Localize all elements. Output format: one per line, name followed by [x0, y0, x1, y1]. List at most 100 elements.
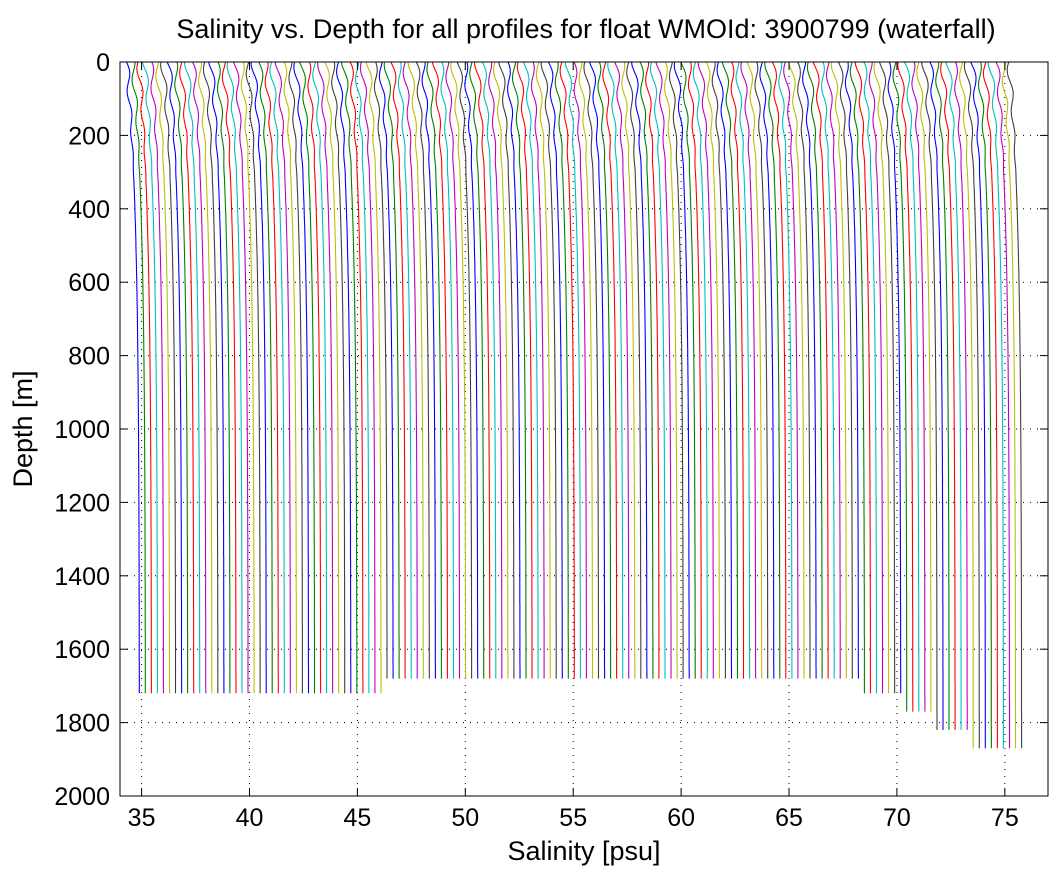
profile-line	[131, 61, 146, 694]
profile-line	[673, 61, 690, 679]
profile-line	[307, 61, 322, 694]
y-tick-label: 1600	[54, 636, 110, 664]
profile-line	[155, 61, 171, 694]
profile-line	[312, 61, 328, 694]
y-axis-label: Depth [m]	[8, 370, 38, 487]
profile-line	[887, 61, 902, 694]
profile-line	[621, 61, 636, 679]
chart-title: Salinity vs. Depth for all profiles for …	[176, 14, 995, 44]
profile-line	[445, 61, 461, 679]
profile-line	[498, 61, 515, 679]
profile-line	[821, 61, 835, 679]
profile-line	[264, 61, 279, 694]
profile-line	[614, 61, 630, 679]
profile-line	[464, 61, 479, 679]
profile-line	[935, 61, 950, 730]
profile-line	[354, 61, 370, 694]
profile-line	[797, 61, 811, 679]
profile-line	[583, 61, 600, 679]
profile-line	[136, 61, 152, 694]
profile-line	[141, 61, 158, 694]
profile-line	[431, 61, 448, 679]
profile-line	[511, 61, 527, 679]
profile-line	[778, 61, 793, 679]
profile-line	[274, 61, 291, 694]
x-tick-label: 70	[883, 804, 911, 832]
profile-line	[397, 61, 412, 679]
profile-line	[331, 61, 346, 694]
y-tick-label: 1000	[54, 416, 110, 444]
profile-line	[854, 61, 872, 694]
profile-line	[711, 61, 726, 679]
profile-line	[754, 61, 769, 679]
profile-line	[473, 61, 491, 679]
x-axis-ticks: 35 40 45 50 55 60 65 70 75	[128, 62, 1019, 832]
profile-line	[945, 61, 962, 730]
profile-line	[911, 61, 926, 712]
profile-line	[668, 61, 684, 679]
profile-line	[982, 61, 998, 749]
profile-line	[788, 61, 805, 679]
profile-line	[216, 61, 231, 694]
profile-line	[258, 61, 273, 694]
profile-line	[783, 61, 799, 679]
profile-line	[492, 61, 509, 679]
profile-line	[288, 61, 303, 694]
profile-line	[269, 61, 285, 694]
profile-line	[365, 61, 382, 694]
y-axis-ticks: 0 200 400 600 800 1000 1200 1400 1600 1800 2000	[54, 49, 1048, 811]
profile-line	[680, 61, 696, 679]
profile-line	[174, 61, 189, 694]
y-tick-label: 0	[96, 49, 110, 77]
profile-line	[963, 61, 980, 749]
y-tick-label: 800	[68, 343, 110, 371]
x-tick-label: 75	[991, 804, 1019, 832]
profile-line	[488, 62, 503, 679]
profile-line	[602, 61, 618, 679]
profile-line	[573, 61, 587, 679]
profile-line	[940, 61, 956, 730]
profile-line	[830, 62, 847, 679]
profile-line	[705, 61, 720, 679]
profile-line	[697, 61, 714, 679]
x-tick-label: 35	[128, 804, 156, 832]
profile-line	[554, 61, 569, 679]
profile-line	[450, 61, 467, 679]
profile-line	[179, 61, 195, 694]
profile-line	[645, 61, 660, 679]
profile-line	[716, 61, 733, 679]
profile-line	[221, 61, 237, 694]
x-axis-label: Salinity [psu]	[507, 836, 660, 866]
profile-line	[630, 61, 648, 679]
profile-line	[402, 61, 418, 679]
x-tick-label: 60	[667, 804, 695, 832]
profile-line	[198, 61, 213, 694]
profile-line	[293, 61, 310, 694]
profile-line	[421, 61, 436, 679]
profile-line	[977, 61, 992, 749]
profile-line	[535, 61, 551, 679]
profile-line	[740, 61, 757, 679]
profile-line	[245, 61, 261, 694]
profile-line	[987, 61, 1004, 749]
profile-line	[844, 61, 859, 679]
profile-line	[687, 61, 702, 679]
profile-line	[226, 61, 243, 694]
profile-line	[764, 61, 781, 679]
x-tick-label: 50	[451, 804, 479, 832]
profile-line	[383, 61, 400, 679]
y-tick-label: 1800	[54, 710, 110, 738]
profile-line	[878, 61, 896, 694]
profile-line	[759, 61, 775, 679]
profile-line	[639, 61, 654, 679]
profile-line	[240, 61, 255, 694]
profile-line	[340, 61, 358, 694]
profile-line	[597, 61, 612, 679]
profile-line	[232, 61, 249, 694]
profile-line	[426, 61, 442, 679]
x-tick-label: 40	[236, 804, 264, 832]
profile-line	[208, 61, 225, 694]
profile-line	[892, 61, 908, 712]
profile-line	[336, 61, 352, 694]
